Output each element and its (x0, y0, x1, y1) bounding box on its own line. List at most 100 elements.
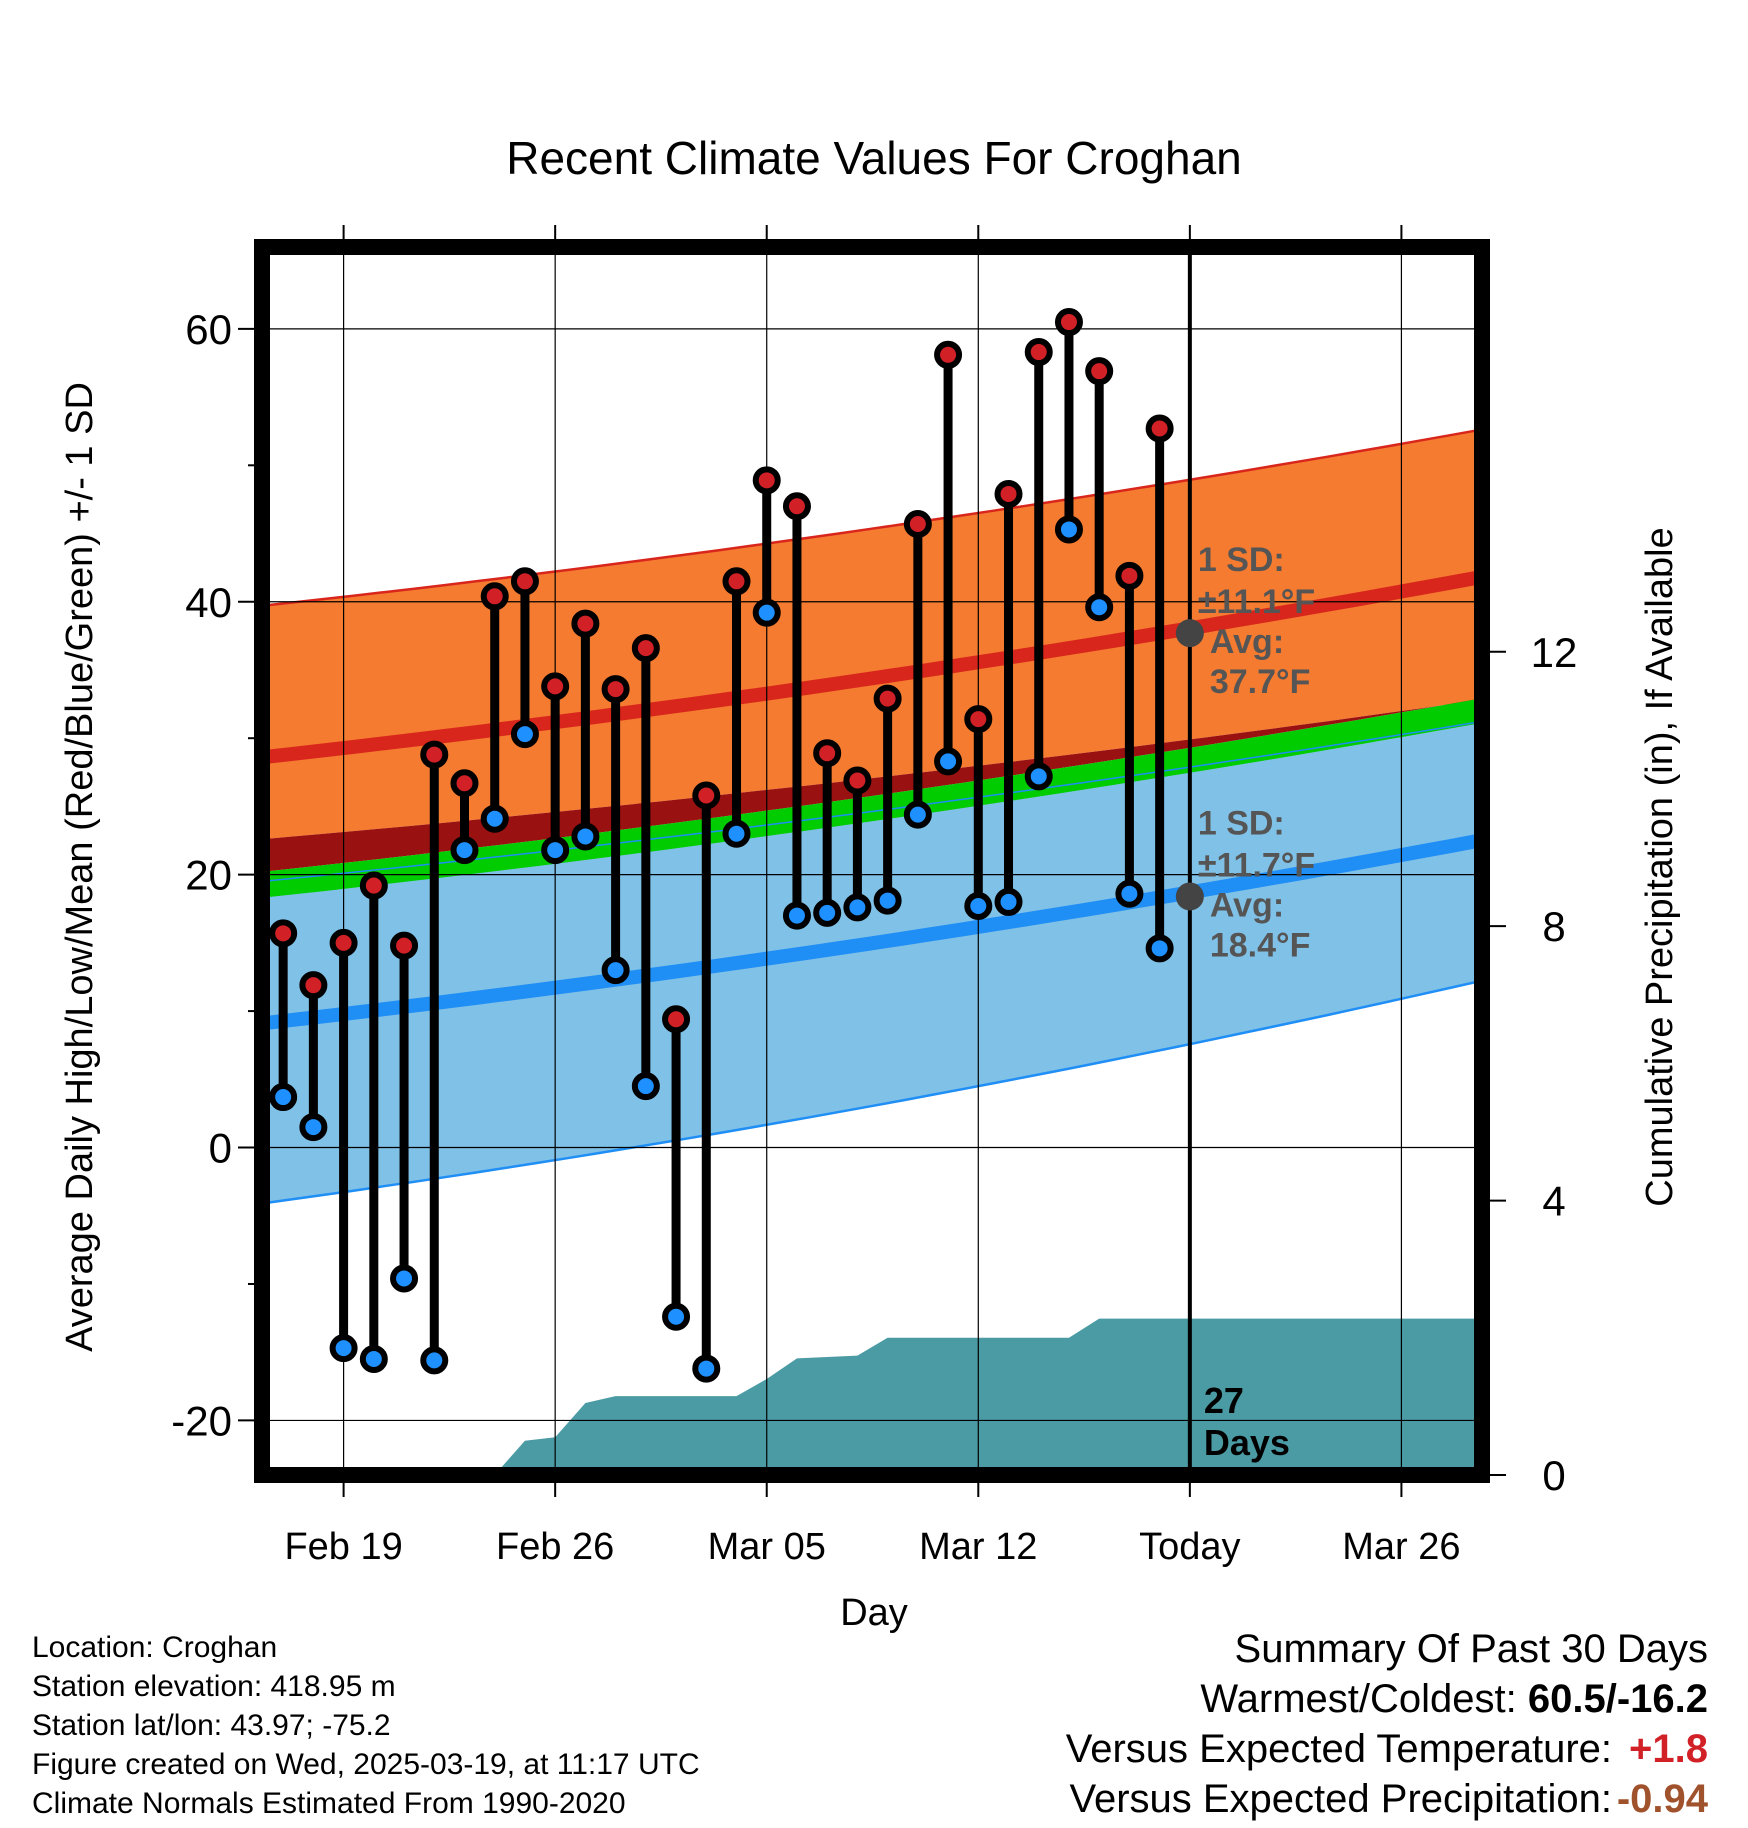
warmest-coldest-label: Warmest/Coldest: (1200, 1677, 1528, 1721)
created-line: Figure created on Wed, 2025-03-19, at 11… (32, 1748, 700, 1781)
daily-low-point (782, 901, 811, 930)
high-sd-value: ±11.1°F (1198, 583, 1315, 621)
daily-high-point (1145, 414, 1174, 443)
y2-tick-label: 8 (1542, 903, 1565, 950)
daily-low-point (903, 800, 932, 829)
station-info: Location: Croghan Station elevation: 418… (32, 1628, 700, 1823)
latlon-line: Station lat/lon: 43.97; -75.2 (32, 1709, 391, 1742)
plot-clipped-group (262, 247, 1482, 1475)
daily-high-point (541, 672, 570, 701)
normal-low-sd-band (262, 721, 1480, 1204)
days-count-label: 27 (1204, 1380, 1244, 1421)
axes: -20 0 20 40 60 0 4 8 12 Feb 19 Feb 26 Mar 05 Mar 12 T… (171, 225, 1577, 1568)
daily-low-point (299, 1113, 328, 1142)
daily-high-point (420, 740, 449, 769)
daily-low-point (480, 804, 509, 833)
daily-high-point (1085, 357, 1114, 386)
today-low-avg-marker (1175, 882, 1204, 911)
daily-high-point (571, 609, 600, 638)
daily-high-point (269, 919, 298, 948)
low-sd-value: ±11.7°F (1198, 846, 1315, 884)
low-avg-label: Avg: (1210, 886, 1284, 924)
x-tick-label: Mar 12 (919, 1526, 1037, 1568)
daily-high-point (601, 675, 630, 704)
summary-panel: Summary Of Past 30 Days Warmest/Coldest:… (1066, 1624, 1708, 1824)
daily-low-point (541, 836, 570, 865)
normal-low-avg-line (262, 833, 1482, 1031)
precip-vs-expected-row: Versus Expected Precipitation: -0.94 (1066, 1774, 1708, 1824)
y2-tick-label: 0 (1542, 1452, 1565, 1499)
daily-high-point (903, 509, 932, 538)
daily-high-point (1054, 308, 1083, 337)
daily-high-point (843, 766, 872, 795)
high-avg-label: Avg: (1210, 623, 1284, 661)
daily-low-point (843, 893, 872, 922)
warmest-coldest-row: Warmest/Coldest: 60.5/-16.2 (1066, 1674, 1708, 1724)
daily-low-point (601, 956, 630, 985)
y-tick-label: 20 (185, 852, 232, 899)
y-tick-label: 0 (209, 1125, 232, 1172)
x-tick-label: Mar 05 (708, 1526, 826, 1568)
daily-low-point (510, 720, 539, 749)
daily-low-point (329, 1334, 358, 1363)
days-word-label: Days (1204, 1422, 1290, 1463)
daily-low-point (752, 598, 781, 627)
daily-high-point (299, 971, 328, 1000)
daily-high-point (813, 739, 842, 768)
daily-high-point (1024, 338, 1053, 367)
x-tick-label: Feb 26 (496, 1526, 614, 1568)
daily-high-point (390, 931, 419, 960)
low-sd-label: 1 SD: (1198, 804, 1285, 842)
daily-low-point (964, 892, 993, 921)
high-avg-value: 37.7°F (1210, 663, 1311, 701)
temp-vs-expected-row: Versus Expected Temperature: +1.8 (1066, 1724, 1708, 1774)
daily-high-point (329, 928, 358, 957)
y2-axis-label: Cumulative Precipitation (in), If Availa… (1639, 527, 1681, 1206)
location-line: Location: Croghan (32, 1631, 278, 1664)
today-high-avg-marker (1175, 619, 1204, 648)
x-tick-label: Today (1139, 1526, 1240, 1568)
y2-tick-label: 12 (1531, 629, 1578, 676)
daily-low-point (1054, 515, 1083, 544)
precip-vs-expected-label: Versus Expected Precipitation: (1069, 1777, 1612, 1821)
precip-vs-expected-value: -0.94 (1616, 1777, 1708, 1821)
daily-high-point (480, 582, 509, 611)
daily-high-point (782, 492, 811, 521)
daily-high-point (964, 705, 993, 734)
daily-low-point (1085, 593, 1114, 622)
normals-line: Climate Normals Estimated From 1990-2020 (32, 1787, 626, 1820)
daily-low-point (390, 1264, 419, 1293)
y2-tick-label: 4 (1542, 1178, 1565, 1225)
low-lower-edge (262, 979, 1481, 1205)
daily-low-point (994, 887, 1023, 916)
y-tick-label: -20 (171, 1397, 232, 1444)
x-axis-label: Day (840, 1592, 908, 1634)
y-tick-label: 60 (185, 306, 232, 353)
temp-vs-expected-label: Versus Expected Temperature: (1065, 1727, 1612, 1771)
sd-overlap-band (262, 698, 1480, 872)
x-tick-label: Feb 19 (284, 1526, 402, 1568)
daily-low-point (692, 1354, 721, 1383)
daily-low-point (631, 1072, 660, 1101)
warmest-coldest-value: 60.5/-16.2 (1527, 1677, 1708, 1721)
daily-high-point (359, 871, 388, 900)
precip-cumulative-area (494, 1318, 1480, 1475)
high-upper-edge (262, 428, 1481, 608)
daily-low-point (1024, 762, 1053, 791)
high-sd-label: 1 SD: (1198, 541, 1285, 579)
low-avg-value: 18.4°F (1210, 926, 1311, 964)
daily-high-point (631, 634, 660, 663)
daily-high-point (1115, 561, 1144, 590)
plot-frame (254, 239, 1490, 1483)
daily-high-point (934, 340, 963, 369)
y-axis-label: Average Daily High/Low/Mean (Red/Blue/Gr… (59, 382, 101, 1352)
y-tick-label: 40 (185, 579, 232, 626)
daily-low-point (722, 819, 751, 848)
daily-low-point (420, 1346, 449, 1375)
daily-high-point (510, 567, 539, 596)
daily-high-point (994, 479, 1023, 508)
daily-low-point (1145, 934, 1174, 963)
elevation-line: Station elevation: 418.95 m (32, 1670, 396, 1703)
